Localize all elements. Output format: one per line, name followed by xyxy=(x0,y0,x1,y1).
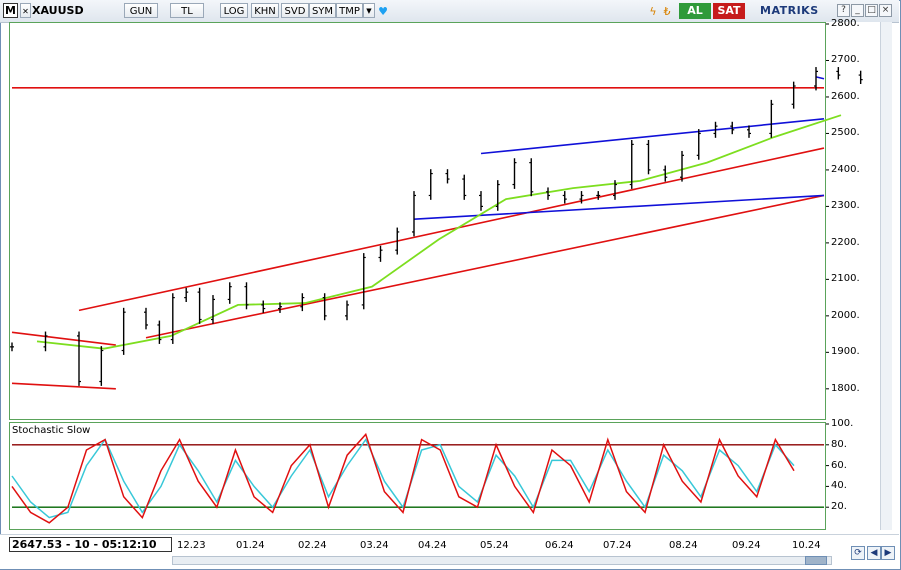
x-tick-label: 05.24 xyxy=(480,540,509,551)
stoch-tick-label: 60. xyxy=(831,459,847,471)
x-tick-label: 03.24 xyxy=(360,540,389,551)
y-tick-label: 2800. xyxy=(831,18,860,29)
x-tick-label: 12.23 xyxy=(177,540,206,551)
log-scale-button[interactable]: LOG xyxy=(220,3,248,18)
trendline-3 xyxy=(145,194,825,339)
y-tick-label: 1800. xyxy=(831,382,860,394)
stochastic-d-line xyxy=(11,438,795,519)
x-tick-label: 06.24 xyxy=(545,540,574,551)
khn-button[interactable]: KHN xyxy=(251,3,279,18)
y-tick-label: 2300. xyxy=(831,200,860,212)
trendline-6 xyxy=(815,76,825,80)
y-tick-label: 2000. xyxy=(831,309,860,321)
symbol-label[interactable]: XAUUSD xyxy=(32,4,84,17)
refresh-icon[interactable]: ⟳ xyxy=(851,546,865,560)
currency-button[interactable]: TL xyxy=(170,3,204,18)
toolbar: M ✕ XAUUSD GUN TL LOG KHN SVD SYM TMP ▼ … xyxy=(0,0,899,23)
y-tick-label: 2600. xyxy=(831,90,860,102)
svd-button[interactable]: SVD xyxy=(281,3,309,18)
close-symbol-icon[interactable]: ✕ xyxy=(20,3,31,18)
stochastic-title: Stochastic Slow xyxy=(12,425,91,436)
trendline-5 xyxy=(480,118,825,155)
x-tick-label: 02.24 xyxy=(298,540,327,551)
y-tick-label: 2400. xyxy=(831,163,860,175)
x-tick-label: 07.24 xyxy=(603,540,632,551)
moving-average-line xyxy=(36,114,842,350)
trendline-4 xyxy=(413,194,825,220)
x-tick-label: 01.24 xyxy=(236,540,265,551)
brand-logo: MATRIKS xyxy=(760,4,819,17)
x-tick-label: 10.24 xyxy=(792,540,821,551)
stoch-tick-label: 100. xyxy=(831,418,854,429)
period-button[interactable]: GUN xyxy=(124,3,158,18)
stoch-tick-label: 80. xyxy=(831,438,847,450)
template-dropdown-icon[interactable]: ▼ xyxy=(363,3,375,18)
y-tick-label: 1900. xyxy=(831,346,860,358)
maximize-icon[interactable]: □ xyxy=(865,4,878,17)
template-button[interactable]: TMP xyxy=(336,3,363,18)
sell-button[interactable]: SAT xyxy=(713,3,745,19)
trendline-0 xyxy=(11,331,116,346)
x-tick-label: 08.24 xyxy=(669,540,698,551)
stochastic-k-line xyxy=(11,432,795,524)
scroll-left-icon[interactable]: ◀ xyxy=(867,546,881,560)
buy-button[interactable]: AL xyxy=(679,3,711,19)
stoch-tick-label: 40. xyxy=(831,480,847,492)
twitter-icon[interactable]: ♥ xyxy=(378,5,388,18)
sym-button[interactable]: SYM xyxy=(309,3,336,18)
x-tick-label: 04.24 xyxy=(418,540,447,551)
close-icon[interactable]: × xyxy=(879,4,892,17)
price-readout: 2647.53 - 10 - 05:12:10 xyxy=(9,537,172,552)
help-icon[interactable]: ? xyxy=(837,4,850,17)
scrollbar-thumb[interactable] xyxy=(805,556,827,565)
y-tick-label: 2700. xyxy=(831,54,860,66)
app-logo: M xyxy=(3,3,18,18)
vertical-scrollbar[interactable] xyxy=(880,22,892,530)
lightning-icon[interactable]: ϟ xyxy=(649,5,657,18)
y-tick-label: 2500. xyxy=(831,127,860,139)
currency-icon[interactable]: ₺ xyxy=(663,5,671,18)
horizontal-scrollbar[interactable] xyxy=(172,556,832,565)
scroll-right-icon[interactable]: ▶ xyxy=(881,546,895,560)
trendline-2 xyxy=(78,147,825,312)
stoch-tick-label: 20. xyxy=(831,501,847,513)
trendline-1 xyxy=(11,382,116,390)
y-tick-label: 2100. xyxy=(831,273,860,285)
x-tick-label: 09.24 xyxy=(732,540,761,551)
y-tick-label: 2200. xyxy=(831,236,860,248)
minimize-icon[interactable]: _ xyxy=(851,4,864,17)
